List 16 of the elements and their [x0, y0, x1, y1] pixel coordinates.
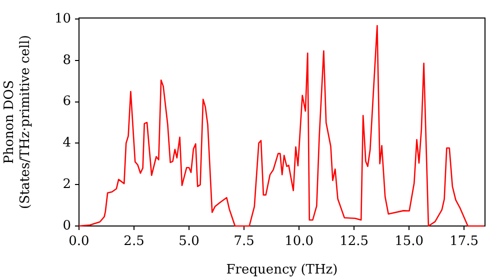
y-axis-title: Phonon DOS (States/THz·primitive cell) [2, 34, 33, 210]
x-tick-label: 12.5 [340, 234, 369, 250]
x-tick-label: 0.0 [68, 234, 90, 250]
x-tick-label: 10.0 [284, 234, 314, 250]
y-tick-label: 4 [62, 136, 71, 151]
x-tick-label: 2.5 [124, 234, 144, 250]
y-tick-label: 10 [54, 11, 71, 26]
y-tick-label: 8 [62, 52, 71, 68]
x-axis-title: Frequency (THz) [226, 262, 338, 278]
y-tick-label: 6 [62, 94, 71, 110]
x-tick-label: 17.5 [450, 234, 479, 250]
x-tick-label: 7.5 [234, 234, 254, 250]
x-tick-label: 5.0 [178, 234, 200, 250]
x-tick-label: 15.0 [394, 234, 424, 250]
y-tick-label: 0 [62, 218, 71, 234]
y-tick-label: 2 [62, 176, 71, 192]
